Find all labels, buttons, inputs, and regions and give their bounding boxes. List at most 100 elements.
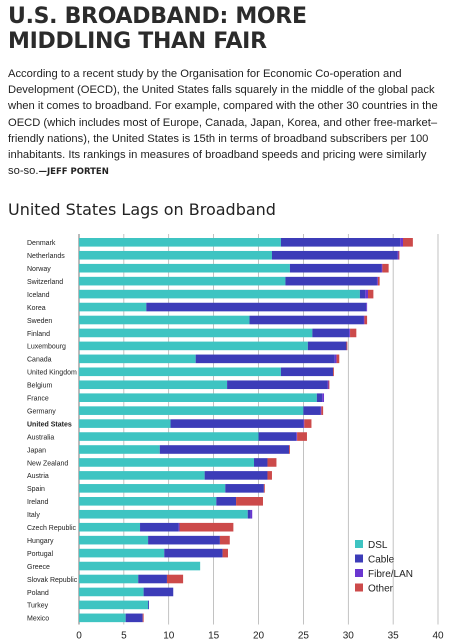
headline: U.S. BROADBAND: MORE MIDDLING THAN FAIR [8, 4, 444, 54]
bar-fibre-lan [334, 354, 337, 364]
legend-label: Fibre/LAN [368, 569, 413, 580]
x-tick-label: 20 [253, 631, 265, 642]
bar-other [377, 276, 380, 286]
bar-other [267, 471, 272, 480]
bar-cable [249, 315, 364, 325]
category-label: Luxembourg [27, 344, 66, 351]
bar-cable [225, 484, 264, 493]
x-tick-label: 15 [208, 631, 220, 642]
bar-dsl [79, 302, 147, 312]
bar-dsl [79, 613, 126, 623]
bar-fibre-lan [363, 315, 365, 325]
bar-cable [303, 406, 321, 415]
bar-cable [316, 393, 323, 402]
category-label: Canada [27, 357, 52, 364]
bar-cable [146, 302, 367, 312]
chart-tick-labels: 0 5 10 15 20 25 30 35 40 [76, 631, 444, 642]
bar-other [304, 419, 312, 428]
category-label: Finland [27, 331, 50, 338]
bar-cable [280, 367, 333, 377]
bar-fibre-lan [400, 238, 403, 247]
bar-cable [312, 328, 350, 338]
bar-cable [143, 587, 174, 597]
bar-cable [138, 574, 167, 584]
bar-cable [125, 613, 143, 623]
category-label: Italy [27, 512, 40, 519]
category-label: Mexico [27, 616, 49, 623]
legend-swatch [355, 583, 363, 592]
bar-dsl [79, 419, 171, 428]
bar-cable [164, 548, 223, 558]
x-tick-label: 5 [121, 631, 127, 642]
headline-line-2: MIDDLING THAN FAIR [8, 29, 267, 54]
category-label: Turkey [27, 603, 49, 610]
legend-label: Other [368, 584, 394, 595]
category-label: France [27, 396, 49, 403]
bar-other [263, 484, 265, 493]
bar-dsl [79, 289, 360, 299]
bar-cable [289, 263, 382, 273]
bar-fibre-lan [381, 263, 383, 273]
byline: —JEFF PORTEN [38, 167, 109, 178]
article-body-text: According to a recent study by the Organ… [8, 68, 438, 178]
bar-fibre-lan [365, 289, 368, 299]
bar-other [222, 548, 228, 558]
bar-dsl [79, 276, 286, 286]
category-label: Hungary [27, 538, 54, 545]
bar-fibre-lan [349, 328, 351, 338]
bar-fibre-lan [303, 419, 305, 428]
bar-other [367, 289, 374, 299]
category-label: Denmark [27, 240, 56, 247]
bar-dsl [79, 458, 255, 467]
x-tick-label: 35 [388, 631, 400, 642]
bar-dsl [79, 600, 149, 610]
x-tick-label: 0 [76, 631, 82, 642]
category-label: Czech Republic [27, 525, 77, 532]
category-label: Spain [27, 486, 45, 493]
category-label: Australia [27, 434, 54, 441]
category-label: Greece [27, 564, 50, 571]
legend-swatch [355, 569, 363, 577]
bar-other [267, 458, 277, 467]
bar-other [236, 497, 263, 506]
bar-cable [227, 380, 328, 390]
bar-dsl [79, 328, 313, 338]
category-label: Switzerland [27, 279, 63, 286]
chart-grid [78, 234, 439, 625]
bar-dsl [79, 484, 226, 493]
bar-dsl [79, 509, 248, 519]
bar-fibre-lan [250, 509, 253, 519]
bar-other [332, 367, 334, 377]
bar-dsl [79, 250, 272, 260]
bar-dsl [79, 263, 290, 273]
bar-dsl [79, 548, 165, 558]
legend-swatch [355, 554, 363, 563]
bar-dsl [79, 354, 196, 364]
bar-fibre-lan [397, 250, 399, 260]
bar-cable [285, 276, 377, 286]
bar-dsl [79, 393, 317, 402]
category-label: Korea [27, 305, 46, 312]
bar-dsl [79, 238, 281, 247]
bar-cable [204, 471, 268, 480]
broadband-chart: Denmark Netherlands Norway Switzerland Icela… [27, 234, 444, 642]
legend-label: DSL [368, 540, 388, 551]
x-tick-label: 40 [432, 631, 444, 642]
bar-other [402, 238, 413, 247]
bar-cable [195, 354, 335, 364]
chart-bars [79, 238, 413, 623]
bar-dsl [79, 497, 217, 506]
category-label: New Zealand [27, 460, 68, 467]
bar-other [321, 406, 324, 415]
legend-label: Cable [368, 555, 395, 566]
bar-dsl [79, 341, 308, 351]
bar-dsl [79, 380, 228, 390]
bar-other [328, 380, 330, 390]
bar-other [364, 315, 368, 325]
bar-dsl [79, 367, 281, 377]
category-label: Slovak Republic [27, 577, 78, 584]
bar-cable [254, 458, 268, 467]
bar-dsl [79, 432, 259, 441]
bar-dsl [79, 522, 141, 532]
category-label: Japan [27, 447, 46, 454]
